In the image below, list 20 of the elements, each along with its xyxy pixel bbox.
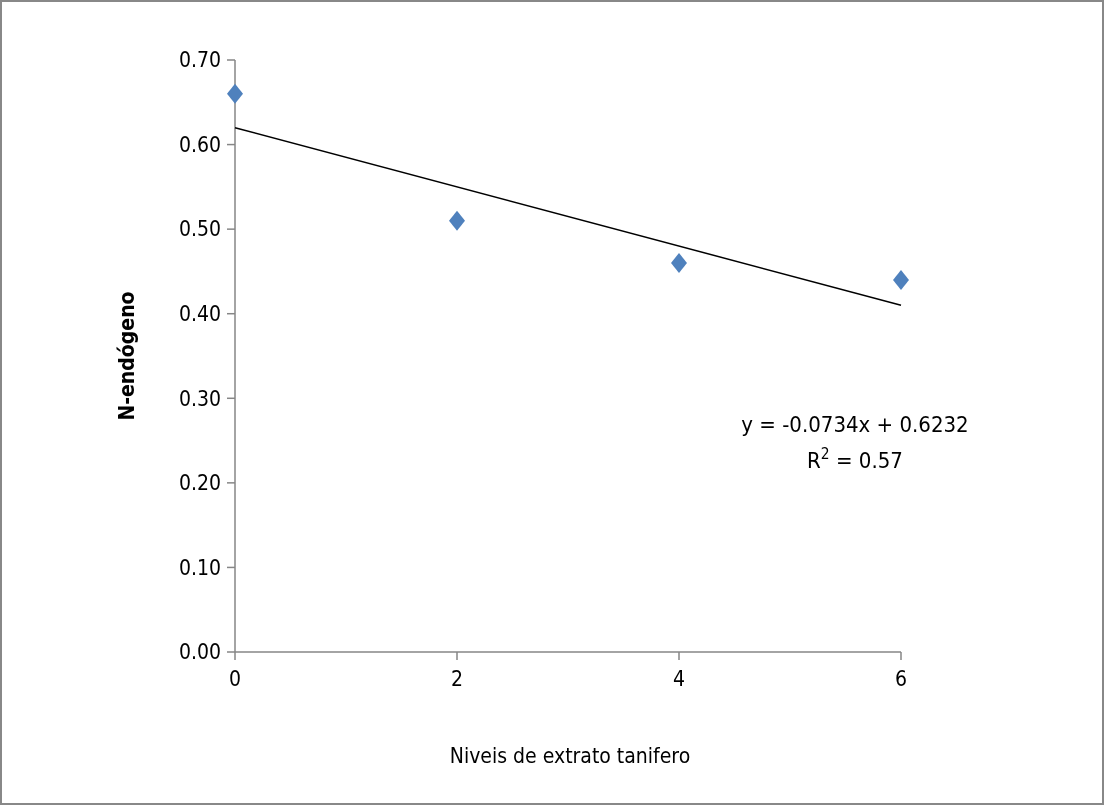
x-tick-label: 6: [894, 667, 908, 691]
point: [449, 210, 465, 231]
x-tick-label: 0: [228, 667, 242, 691]
x-tick-label: 4: [672, 667, 686, 691]
y-tick-label: 0.00: [178, 640, 221, 665]
y-tick-label: 0.70: [178, 48, 221, 73]
y-tick-label: 0.30: [178, 386, 221, 411]
y-tick-label: 0.40: [178, 302, 221, 327]
y-axis-title: N-endógeno: [115, 291, 139, 421]
annotation: y = -0.0734x + 0.6232: [741, 412, 969, 437]
y-tick-label: 0.20: [178, 471, 221, 496]
y-tick-label: 0.60: [178, 132, 221, 157]
x-tick-label: 2: [450, 667, 464, 691]
y-tick-label: 0.50: [178, 217, 221, 242]
annotation: R$^{2}$ = 0.57: [807, 445, 903, 473]
point: [227, 83, 243, 104]
y-tick-label: 0.10: [178, 555, 221, 580]
x-axis-title: Niveis de extrato tanifero: [449, 744, 691, 768]
point: [671, 252, 687, 273]
point: [893, 269, 909, 290]
